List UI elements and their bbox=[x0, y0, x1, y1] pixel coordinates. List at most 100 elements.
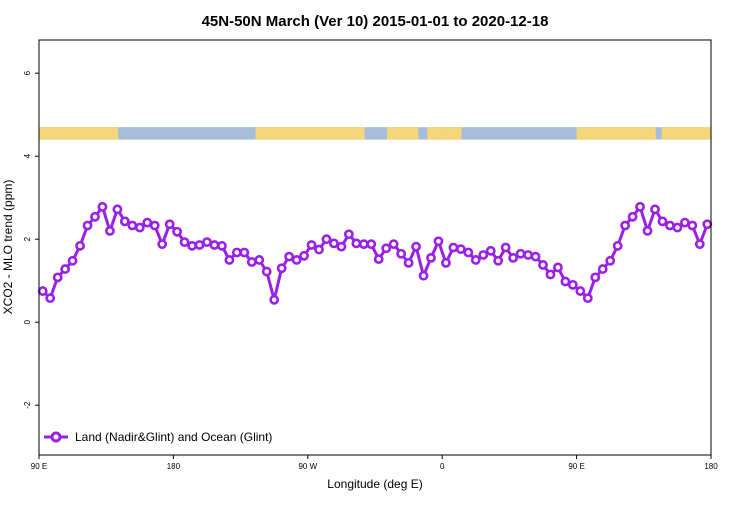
data-point bbox=[105, 225, 115, 236]
x-tick-label: 90 E bbox=[568, 462, 584, 471]
data-point bbox=[284, 251, 295, 262]
map-band-land bbox=[576, 127, 656, 140]
data-point bbox=[478, 250, 489, 260]
data-point bbox=[441, 257, 451, 268]
data-point bbox=[396, 248, 407, 259]
x-tick-label: 90 E bbox=[31, 462, 47, 471]
data-point bbox=[37, 286, 48, 296]
data-point bbox=[202, 237, 212, 248]
data-point bbox=[553, 262, 563, 273]
data-point bbox=[119, 216, 130, 227]
y-tick-label: 6 bbox=[23, 70, 32, 75]
x-tick-label: 90 W bbox=[298, 462, 317, 471]
data-point bbox=[373, 254, 384, 265]
x-tick-label: 0 bbox=[440, 462, 445, 471]
chart-title: 45N-50N March (Ver 10) 2015-01-01 to 202… bbox=[202, 13, 549, 30]
data-point bbox=[650, 204, 660, 215]
data-point bbox=[627, 211, 638, 222]
legend: Land (Nadir&Glint) and Ocean (Glint) bbox=[44, 430, 272, 444]
legend-label: Land (Nadir&Glint) and Ocean (Glint) bbox=[75, 430, 272, 444]
data-point bbox=[90, 211, 100, 222]
data-point bbox=[97, 201, 108, 212]
data-point bbox=[254, 255, 265, 265]
data-point bbox=[112, 204, 123, 215]
data-point bbox=[67, 255, 78, 266]
data-point bbox=[679, 217, 690, 228]
data-point bbox=[351, 238, 362, 249]
y-tick-label: -2 bbox=[23, 401, 32, 409]
data-point bbox=[463, 247, 474, 258]
data-point bbox=[343, 229, 354, 240]
data-point bbox=[411, 241, 421, 252]
x-axis-label: Longitude (deg E) bbox=[327, 477, 422, 491]
data-point bbox=[582, 293, 593, 304]
data-point bbox=[575, 286, 586, 296]
x-axis: 90 E 180 90 W 0 90 E 180 bbox=[31, 455, 718, 471]
data-point bbox=[314, 244, 324, 255]
data-point bbox=[590, 272, 601, 283]
data-point bbox=[269, 294, 280, 305]
data-point bbox=[493, 255, 504, 266]
y-tick-label: 0 bbox=[23, 319, 32, 324]
data-point bbox=[194, 240, 205, 250]
data-point bbox=[329, 238, 339, 249]
data-point bbox=[665, 220, 675, 231]
data-point bbox=[620, 220, 631, 231]
data-point bbox=[597, 264, 608, 274]
data-point bbox=[687, 220, 698, 231]
data-point bbox=[545, 269, 556, 280]
data-point bbox=[179, 237, 190, 248]
data-point bbox=[142, 217, 153, 228]
data-point bbox=[366, 239, 377, 250]
map-band-land bbox=[427, 127, 443, 140]
map-band-land bbox=[255, 127, 365, 140]
data-point bbox=[523, 250, 533, 260]
data-point bbox=[470, 255, 481, 265]
data-point bbox=[157, 239, 168, 250]
data-point bbox=[388, 239, 399, 250]
x-tick-label: 180 bbox=[704, 462, 718, 471]
data-point bbox=[127, 220, 138, 231]
plot-frame bbox=[38, 39, 712, 456]
map-band-ocean bbox=[39, 127, 711, 140]
data-point bbox=[306, 240, 317, 250]
data-point bbox=[45, 293, 56, 304]
y-axis: -2 0 2 4 6 bbox=[23, 70, 39, 409]
y-tick-label: 4 bbox=[23, 153, 32, 158]
data-point bbox=[605, 255, 616, 266]
legend-marker-swatch bbox=[50, 431, 62, 443]
data-point bbox=[433, 236, 444, 247]
data-point bbox=[209, 240, 220, 250]
data-point bbox=[321, 234, 332, 245]
data-point bbox=[246, 257, 257, 267]
data-point bbox=[403, 257, 414, 268]
data-point bbox=[164, 219, 175, 230]
data-point bbox=[291, 255, 302, 265]
series-line bbox=[41, 205, 709, 302]
data-point bbox=[231, 247, 242, 258]
y-axis-label: XCO2 - MLO trend (ppm) bbox=[1, 180, 15, 315]
data-point bbox=[508, 252, 519, 263]
data-point bbox=[336, 241, 347, 252]
data-point bbox=[149, 220, 160, 231]
data-point bbox=[299, 250, 309, 261]
data-point bbox=[418, 270, 429, 281]
data-point bbox=[635, 201, 645, 212]
data-point bbox=[455, 244, 466, 255]
data-point bbox=[702, 219, 713, 230]
data-point bbox=[60, 264, 71, 274]
data-point bbox=[239, 247, 250, 258]
data-point bbox=[672, 222, 683, 233]
data-point bbox=[515, 248, 526, 259]
data-point bbox=[485, 245, 496, 256]
data-point bbox=[276, 263, 287, 274]
data-point bbox=[82, 220, 93, 231]
data-point bbox=[657, 216, 668, 227]
data-point bbox=[694, 239, 705, 250]
map-band bbox=[39, 127, 711, 140]
data-point bbox=[172, 226, 183, 237]
data-point bbox=[52, 272, 63, 283]
data-point bbox=[187, 240, 197, 251]
